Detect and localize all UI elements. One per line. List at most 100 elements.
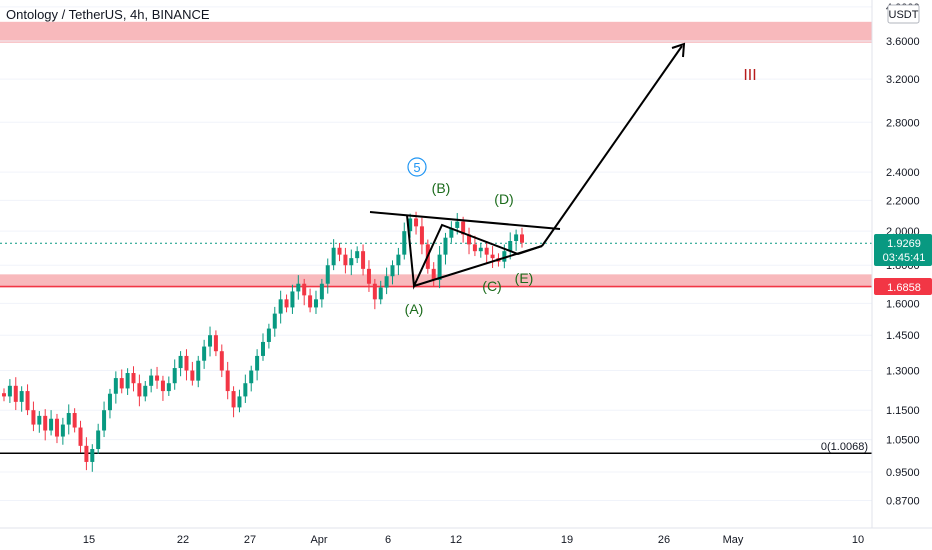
candle [514, 229, 519, 251]
candle [66, 404, 71, 435]
fib-level-label: 0(1.0068) [821, 441, 868, 453]
wave-iii-label: III [743, 67, 756, 84]
zone-0 [0, 21, 872, 43]
x-tick-label: 19 [561, 534, 573, 546]
candle [431, 262, 436, 287]
candle [355, 246, 360, 264]
candle [119, 369, 124, 394]
candle [208, 326, 213, 357]
candle [443, 232, 448, 265]
candle [349, 249, 354, 276]
candle [490, 246, 495, 268]
candle [361, 244, 366, 276]
wave-5-label: 5 [413, 160, 420, 175]
candle [296, 275, 301, 300]
target-arrow-line [541, 45, 683, 247]
candle [160, 375, 165, 401]
wave-b-label: (B) [432, 180, 451, 196]
candle [155, 366, 160, 389]
x-tick-label: 10 [852, 534, 864, 546]
wave-a-label: (A) [405, 301, 424, 317]
wave-c-label: (C) [482, 278, 501, 294]
candle [19, 386, 24, 412]
x-tick-label: 22 [177, 534, 189, 546]
candle [166, 376, 171, 396]
level-price-value: 1.6858 [887, 282, 921, 294]
candle [143, 380, 148, 402]
candle [84, 437, 89, 471]
triangle-upper-line [369, 211, 561, 230]
currency-button[interactable] [887, 4, 920, 24]
candle [49, 410, 54, 436]
y-tick-label: 1.4500 [886, 330, 920, 342]
candle [261, 333, 265, 361]
y-tick-label: 1.6000 [886, 298, 920, 310]
candle [172, 359, 177, 390]
candle [72, 408, 77, 433]
candle [302, 278, 307, 306]
candle [284, 294, 289, 313]
candle [402, 222, 407, 260]
candle [54, 413, 59, 444]
candle [308, 288, 313, 313]
candle [508, 232, 513, 260]
candle [520, 227, 524, 248]
candle [113, 371, 118, 404]
candle [125, 368, 130, 395]
candle [437, 246, 442, 289]
candle [249, 365, 254, 392]
candle [13, 377, 18, 411]
y-tick-label: 1.0500 [886, 435, 920, 447]
candle [96, 423, 101, 454]
x-tick-label: 26 [658, 534, 670, 546]
candle [196, 355, 201, 388]
candle [484, 241, 489, 263]
candle [266, 323, 271, 349]
candle [290, 284, 295, 314]
candle [231, 386, 236, 418]
candle [149, 368, 154, 393]
current-price-tag [874, 234, 932, 266]
candle [408, 213, 413, 238]
x-tick-label: Apr [310, 534, 327, 546]
wave-e-label: (E) [515, 270, 534, 286]
time-scale[interactable] [0, 528, 932, 550]
candle [178, 351, 183, 377]
wave-path [406, 214, 543, 290]
candle [449, 221, 454, 243]
candle [137, 374, 142, 407]
x-tick-label: 15 [83, 534, 95, 546]
y-tick-label: 0.9500 [886, 467, 920, 479]
candle [7, 379, 12, 403]
candle [384, 267, 389, 295]
candle [102, 401, 107, 438]
candle [213, 330, 218, 357]
horizontal-levels [0, 242, 872, 454]
zone-1 [0, 274, 872, 288]
current-price-value: 1.9269 [887, 238, 921, 250]
candle [467, 227, 472, 255]
x-axis-labels: 15 22 27 Apr 6 12 19 26 May 10 [83, 534, 864, 546]
x-tick-label: 12 [450, 534, 462, 546]
y-tick-label: 3.6000 [886, 36, 920, 48]
level-price-tag [874, 278, 932, 295]
y-tick-label: 1.1500 [886, 405, 920, 417]
x-tick-label: 6 [385, 534, 391, 546]
candle [60, 417, 65, 445]
candle [31, 401, 36, 432]
candle [472, 235, 477, 257]
triangle-drawing[interactable] [369, 42, 686, 290]
wave-d-label: (D) [494, 191, 513, 207]
candle [478, 242, 483, 258]
resistance-zones [0, 21, 872, 288]
candle [131, 366, 136, 392]
candle [90, 444, 95, 472]
candle [78, 420, 83, 453]
candle [378, 280, 383, 305]
candle [243, 374, 248, 403]
grid [0, 6, 872, 501]
chart-title: Ontology / TetherUS, 4h, BINANCE [6, 7, 210, 22]
y-tick-label: 0.8700 [886, 495, 920, 507]
candle [325, 258, 330, 294]
